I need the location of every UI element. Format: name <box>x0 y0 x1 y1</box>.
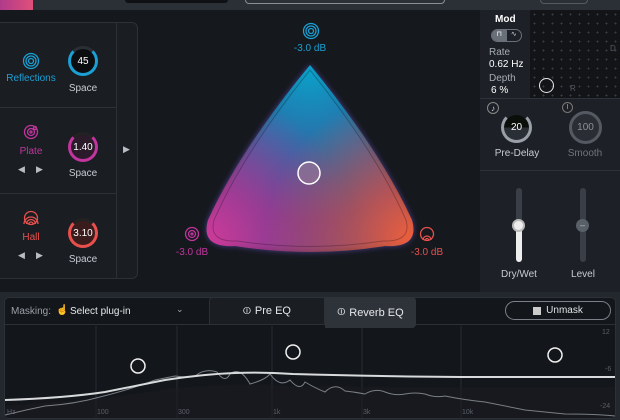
mod-shape-toggle[interactable]: ⊓ ∿ <box>491 29 522 42</box>
level-slider[interactable]: – <box>576 188 589 262</box>
unmask-icon <box>533 306 542 315</box>
rate-label: Rate <box>489 47 511 58</box>
eq-curve[interactable] <box>5 371 615 401</box>
divider <box>0 107 116 108</box>
divider <box>4 324 616 325</box>
blend-handle[interactable] <box>297 161 321 185</box>
divider <box>480 170 620 171</box>
db-label: 12 <box>602 329 610 336</box>
hall-space-knob[interactable]: 3.10 <box>68 218 98 248</box>
plate-db: -3.0 dB <box>175 247 209 258</box>
eq-node-low[interactable] <box>130 358 146 374</box>
divider <box>116 22 117 279</box>
mode-switch[interactable] <box>245 0 445 4</box>
blend-triangle[interactable] <box>180 40 440 280</box>
eq-node-mid[interactable] <box>285 344 301 360</box>
tempo-sync-icon[interactable]: ♪ <box>487 102 499 114</box>
db-label: -6 <box>605 366 612 373</box>
masking-select[interactable]: Select plug-in <box>70 306 131 317</box>
freq-label: 300 <box>178 409 190 416</box>
unmask-button[interactable]: Unmask <box>505 301 611 320</box>
sine-wave-icon[interactable]: ∿ <box>510 31 517 38</box>
pre-delay-knob[interactable]: 20 <box>501 112 532 143</box>
dry-wet-label: Dry/Wet <box>501 269 537 280</box>
freq-label: 100 <box>97 409 109 416</box>
prev-plate-arrow-icon[interactable]: ◀ <box>18 164 25 174</box>
unmask-label: Unmask <box>546 305 583 316</box>
plate-icon <box>184 226 200 242</box>
preset-field[interactable] <box>125 0 228 3</box>
smooth-toggle-icon[interactable]: I <box>562 102 573 113</box>
tab-reverb-eq[interactable]: ⏼ Reverb EQ <box>325 297 416 328</box>
mod-xy-handle[interactable] <box>539 78 554 93</box>
reflections-label: Reflections <box>6 73 56 84</box>
tab-label: Reverb EQ <box>349 306 404 319</box>
power-icon[interactable]: ⏼ <box>243 305 251 317</box>
freq-label: 10k <box>462 409 474 416</box>
prev-hall-arrow-icon[interactable]: ◀ <box>18 250 25 260</box>
level-label: Level <box>571 269 595 280</box>
tab-pre-eq[interactable]: ⏼ Pre EQ <box>209 297 325 324</box>
reflections-db: -3.0 dB <box>293 43 327 54</box>
smooth-label: Smooth <box>567 148 603 159</box>
eq-graph[interactable] <box>5 326 615 418</box>
divider <box>480 98 620 99</box>
plate-icon[interactable] <box>23 124 39 140</box>
hall-label: Hall <box>22 232 40 243</box>
space-label: Space <box>68 83 98 94</box>
mod-title: Mod <box>495 14 516 25</box>
db-label: -24 <box>600 403 611 410</box>
plate-space-knob[interactable]: 1.40 <box>68 132 98 162</box>
plug-in-icon: ☝ <box>56 305 69 316</box>
next-hall-arrow-icon[interactable]: ▶ <box>36 250 43 260</box>
chevron-down-icon[interactable]: ⌄ <box>176 304 184 314</box>
dry-wet-handle[interactable] <box>512 219 525 232</box>
tab-label: Pre EQ <box>254 305 291 317</box>
next-plate-arrow-icon[interactable]: ▶ <box>36 164 43 174</box>
space-label: Space <box>68 254 98 265</box>
pre-delay-label: Pre-Delay <box>494 148 540 159</box>
space-label: Space <box>68 168 98 179</box>
freq-label: Hz <box>7 409 16 416</box>
square-wave-icon[interactable]: ⊓ <box>492 30 507 41</box>
divider <box>0 193 116 194</box>
hall-icon[interactable] <box>22 210 40 226</box>
logo <box>0 0 33 10</box>
level-handle[interactable]: – <box>576 219 589 232</box>
reflections-icon <box>302 22 320 40</box>
dry-wet-slider[interactable] <box>512 188 525 262</box>
spectrum-line <box>5 370 615 417</box>
expand-arrow-icon[interactable]: ▶ <box>123 144 130 154</box>
hall-db: -3.0 dB <box>410 247 444 258</box>
freq-label: 3k <box>363 409 371 416</box>
hall-icon <box>419 226 435 242</box>
masking-label: Masking: <box>11 306 52 317</box>
freq-label: 1k <box>273 409 281 416</box>
mod-axis-d: D <box>610 44 616 53</box>
eq-node-high[interactable] <box>547 347 563 363</box>
plate-label: Plate <box>19 146 43 157</box>
reflections-space-knob[interactable]: 45 <box>68 46 98 76</box>
depth-label: Depth <box>489 73 516 84</box>
mod-axis-r: R <box>570 84 576 93</box>
smooth-knob[interactable]: 100 <box>569 111 602 144</box>
depth-value[interactable]: 6 % <box>491 85 509 96</box>
power-icon[interactable]: ⏼ <box>337 307 346 318</box>
reflections-icon[interactable] <box>22 52 40 70</box>
top-bar <box>0 0 620 10</box>
undo-redo-buttons[interactable] <box>540 0 588 4</box>
rate-value[interactable]: 0.62 Hz <box>489 59 524 70</box>
